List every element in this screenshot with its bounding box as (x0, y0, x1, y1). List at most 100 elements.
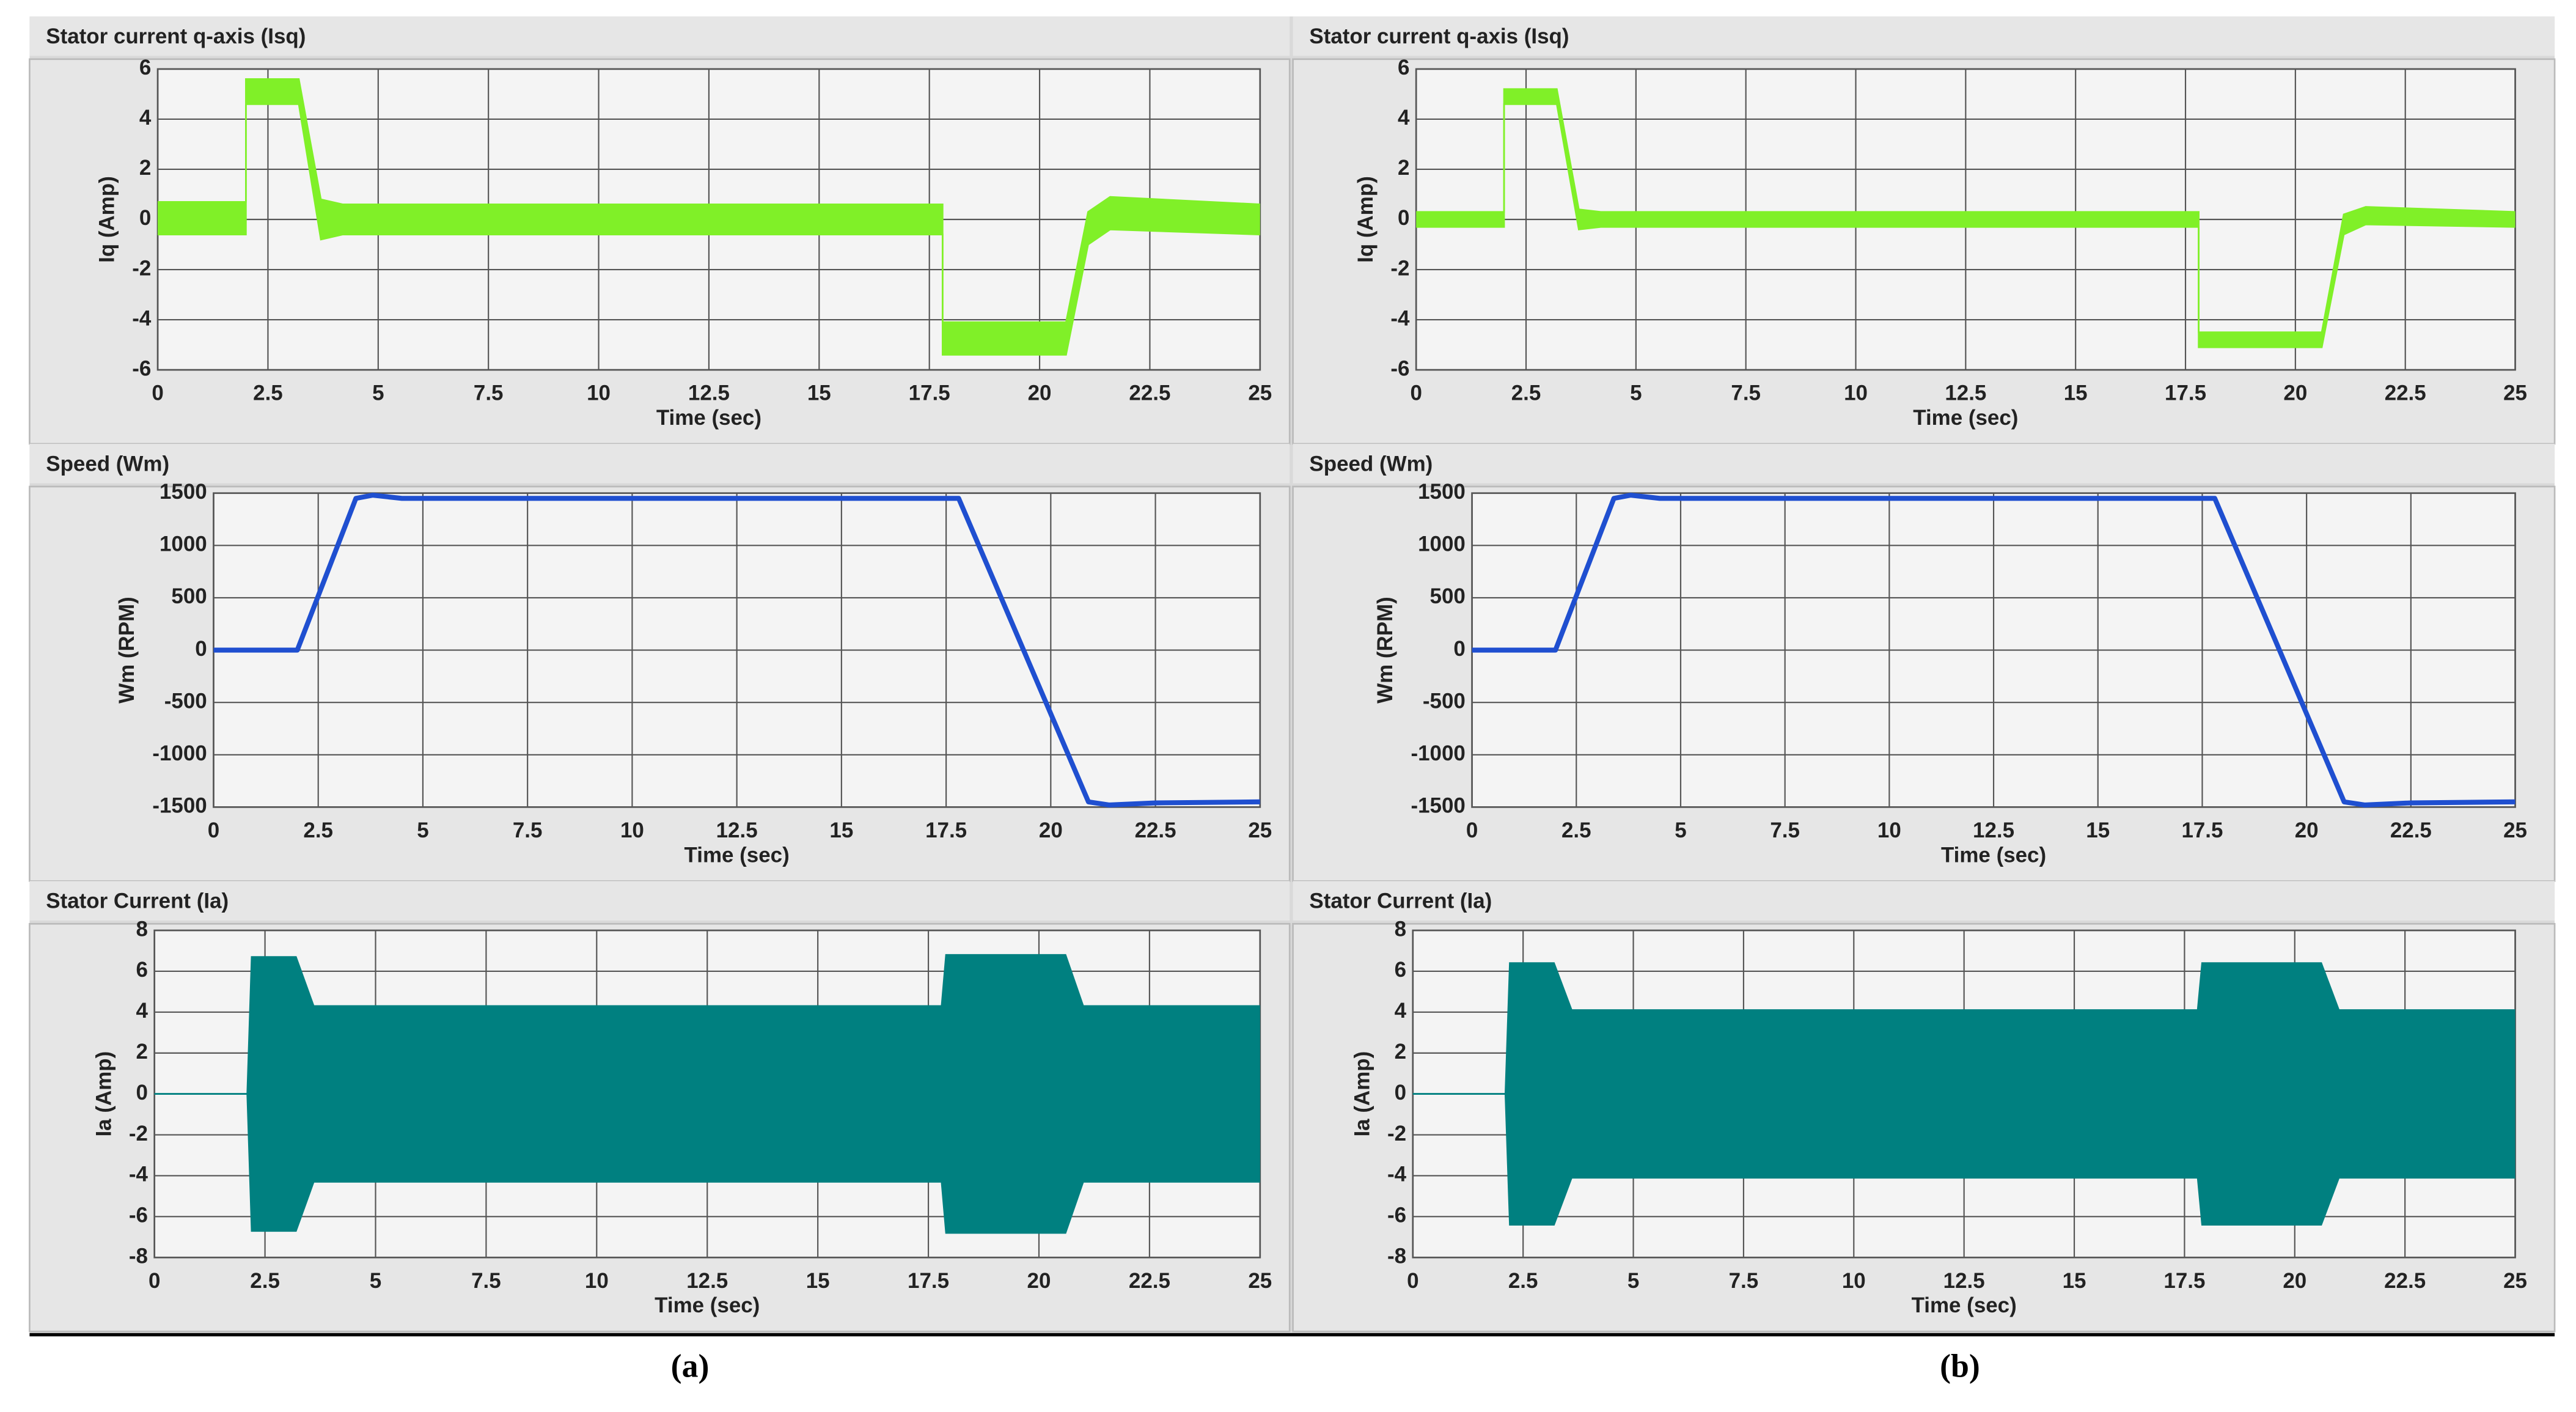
y-tick-label: 0 (136, 1081, 147, 1105)
y-tick-label: 6 (1398, 56, 1409, 79)
y-tick-label: 4 (136, 999, 148, 1023)
title-bar (29, 881, 1290, 921)
y-tick-label: -2 (1387, 1122, 1406, 1145)
x-tick-label: 22.5 (1135, 818, 1176, 842)
upper-envelope (1412, 962, 2515, 1095)
y-tick-label: -2 (129, 1122, 148, 1145)
y-tick-label: -4 (1390, 306, 1410, 330)
chart-title: Speed (Wm) (46, 452, 169, 476)
speed-line (1472, 493, 2515, 807)
x-tick-label: 7.5 (1729, 1269, 1759, 1293)
x-tick-label: 20 (1039, 818, 1063, 842)
x-tick-label: 7.5 (474, 381, 504, 405)
x-tick-label: 2.5 (1508, 1269, 1538, 1293)
lower-envelope (1412, 1093, 2515, 1226)
y-tick-label: 2 (139, 156, 151, 180)
x-tick-label: 12.5 (686, 1269, 728, 1293)
x-tick-label: 10 (1877, 818, 1901, 842)
y-tick-label: -2 (132, 256, 151, 280)
y-tick-label: 500 (171, 584, 207, 608)
chart-title: Stator Current (Ia) (1309, 889, 1492, 913)
y-axis-label: Wm (RPM) (1373, 597, 1397, 704)
y-tick-label: -6 (1390, 356, 1409, 380)
x-tick-label: 15 (2064, 381, 2088, 405)
x-tick-label: 12.5 (716, 818, 758, 842)
x-tick-label: 15 (2086, 818, 2110, 842)
y-axis-label: Ia (Amp) (1350, 1051, 1374, 1137)
y-tick-label: 2 (136, 1040, 147, 1064)
x-tick-label: 0 (149, 1269, 160, 1293)
x-tick-label: 20 (2295, 818, 2319, 842)
x-tick-label: 0 (1410, 381, 1422, 405)
y-tick-label: 6 (139, 56, 151, 79)
y-tick-label: 8 (136, 917, 147, 941)
title-bar (29, 16, 1290, 56)
x-tick-label: 0 (1407, 1269, 1418, 1293)
x-axis-label: Time (sec) (1941, 843, 2046, 867)
title-bar (1293, 444, 2555, 484)
chart-title: Stator current q-axis (Isq) (1309, 24, 1569, 48)
x-tick-label: 25 (2503, 818, 2527, 842)
y-tick-label: -1000 (152, 741, 207, 765)
y-tick-label: -2 (1390, 256, 1409, 280)
x-tick-label: 0 (152, 381, 163, 405)
y-tick-label: 0 (1395, 1081, 1406, 1105)
y-tick-label: -6 (132, 356, 151, 380)
x-tick-label: 10 (620, 818, 644, 842)
y-tick-label: -4 (1387, 1163, 1407, 1186)
band-fill (158, 79, 1260, 355)
x-tick-label: 0 (208, 818, 219, 842)
x-tick-label: 12.5 (1945, 381, 1986, 405)
x-tick-label: 17.5 (909, 381, 950, 405)
y-tick-label: 8 (1395, 917, 1406, 941)
x-tick-label: 25 (1248, 1269, 1272, 1293)
x-axis-label: Time (sec) (1913, 406, 2018, 430)
y-axis-label: Wm (RPM) (115, 597, 139, 704)
y-tick-label: -500 (1423, 689, 1466, 713)
y-tick-label: -8 (1387, 1244, 1406, 1268)
x-tick-label: 20 (2283, 1269, 2306, 1293)
x-tick-label: 17.5 (925, 818, 967, 842)
x-tick-label: 12.5 (1943, 1269, 1985, 1293)
y-tick-label: 1000 (160, 532, 207, 556)
x-tick-label: 5 (372, 381, 384, 405)
y-tick-label: -1500 (1411, 794, 1465, 818)
x-tick-label: 5 (370, 1269, 381, 1293)
x-tick-label: 22.5 (2384, 1269, 2426, 1293)
y-tick-label: 2 (1398, 156, 1409, 180)
x-tick-label: 17.5 (2163, 1269, 2205, 1293)
x-tick-label: 5 (1627, 1269, 1639, 1293)
x-tick-label: 22.5 (2385, 381, 2426, 405)
x-axis-label: Time (sec) (655, 1293, 760, 1317)
x-tick-label: 10 (1842, 1269, 1866, 1293)
x-axis-label: Time (sec) (1912, 1293, 2017, 1317)
x-tick-label: 22.5 (1129, 1269, 1170, 1293)
y-axis-label: Iq (Amp) (1354, 176, 1378, 263)
chart-title: Stator Current (Ia) (46, 889, 229, 913)
y-tick-label: 0 (1398, 206, 1409, 230)
upper-envelope (154, 954, 1260, 1095)
x-tick-label: 0 (1466, 818, 1478, 842)
title-bar (1293, 16, 2555, 56)
x-axis-label: Time (sec) (684, 843, 790, 867)
x-tick-label: 15 (2063, 1269, 2086, 1293)
y-tick-label: -1500 (152, 794, 207, 818)
y-tick-label: -500 (164, 689, 207, 713)
title-bar (29, 444, 1290, 484)
x-tick-label: 20 (1028, 381, 1052, 405)
title-bar (1293, 881, 2555, 921)
x-tick-label: 10 (585, 1269, 609, 1293)
x-tick-label: 10 (587, 381, 611, 405)
y-tick-label: -1000 (1411, 741, 1465, 765)
x-tick-label: 2.5 (303, 818, 333, 842)
y-tick-label: -8 (129, 1244, 148, 1268)
x-tick-label: 22.5 (1129, 381, 1170, 405)
chart-title: Stator current q-axis (Isq) (46, 24, 306, 48)
y-tick-label: 2 (1395, 1040, 1406, 1064)
x-tick-label: 7.5 (1770, 818, 1800, 842)
y-tick-label: 500 (1430, 584, 1466, 608)
x-axis-label: Time (sec) (656, 406, 761, 430)
panel-label: (b) (1940, 1347, 1980, 1384)
x-tick-label: 10 (1844, 381, 1868, 405)
